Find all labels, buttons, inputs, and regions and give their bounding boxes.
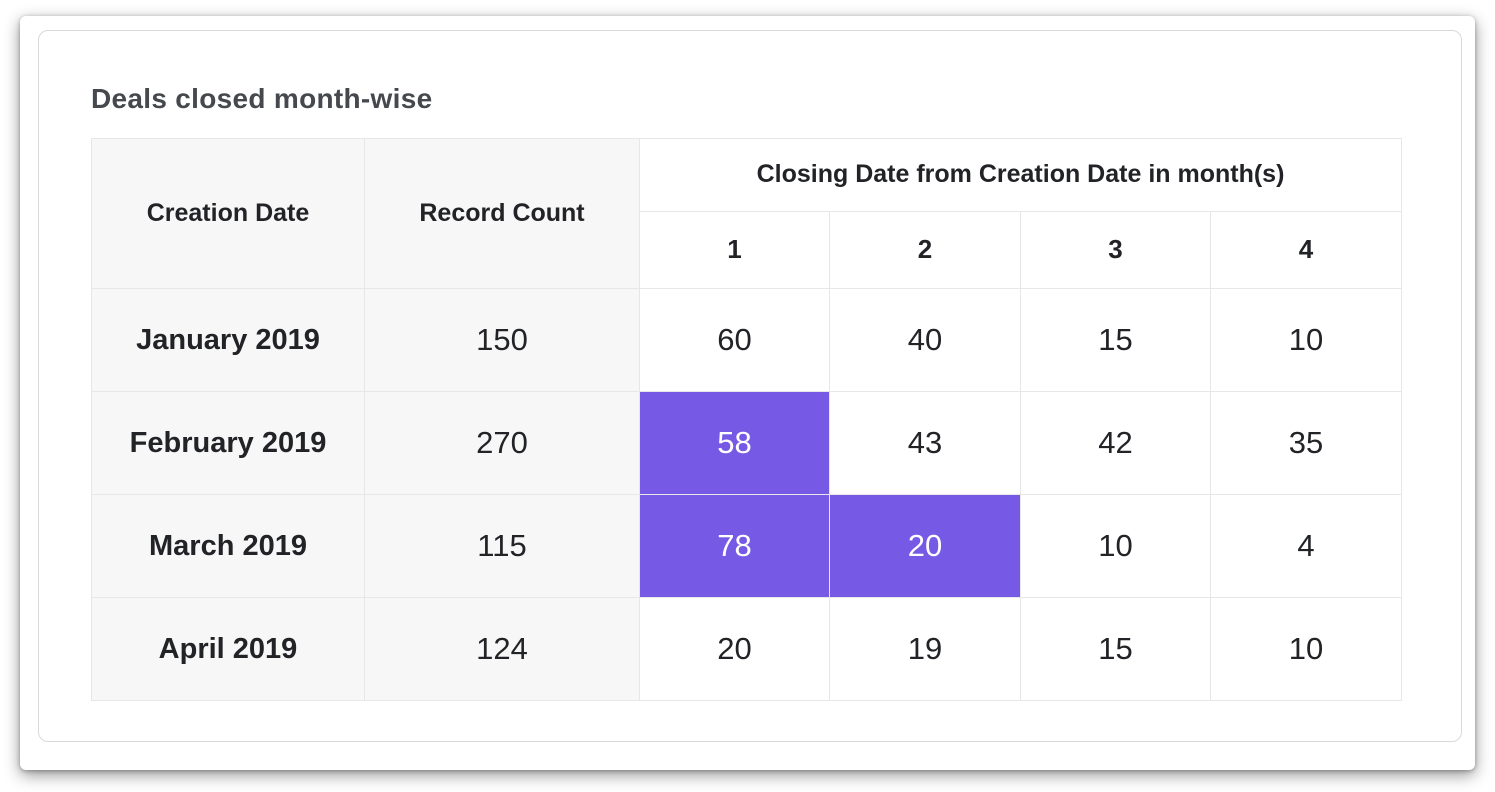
cohort-value-cell[interactable]: 15 xyxy=(1020,288,1211,392)
record-count-cell: 115 xyxy=(364,494,640,598)
row-label: March 2019 xyxy=(91,494,365,598)
row-label: February 2019 xyxy=(91,391,365,495)
table-row: March 2019 115 78 20 10 4 xyxy=(91,494,1402,598)
screenshot-window: Deals closed month-wise Creation Date Re… xyxy=(20,16,1475,770)
cohort-value-cell[interactable]: 15 xyxy=(1020,597,1211,701)
table-row: January 2019 150 60 40 15 10 xyxy=(91,288,1402,392)
cohort-value-cell[interactable]: 42 xyxy=(1020,391,1211,495)
cohort-table-header: Creation Date Record Count Closing Date … xyxy=(91,138,1402,290)
record-count-cell: 270 xyxy=(364,391,640,495)
cohort-value-cell[interactable]: 10 xyxy=(1210,597,1402,701)
cohort-value-cell[interactable]: 60 xyxy=(639,288,830,392)
cohort-value-cell[interactable]: 35 xyxy=(1210,391,1402,495)
cohort-value-cell[interactable]: 10 xyxy=(1210,288,1402,392)
table-row: April 2019 124 20 19 15 10 xyxy=(91,597,1402,701)
widget-title: Deals closed month-wise xyxy=(91,83,433,114)
cohort-value-cell[interactable]: 20 xyxy=(639,597,830,701)
table-row: February 2019 270 58 43 42 35 xyxy=(91,391,1402,495)
header-record-count: Record Count xyxy=(364,138,640,289)
deals-widget-card: Deals closed month-wise Creation Date Re… xyxy=(38,30,1462,742)
row-label: January 2019 xyxy=(91,288,365,392)
cohort-value-cell[interactable]: 40 xyxy=(829,288,1021,392)
cohort-value-cell[interactable]: 10 xyxy=(1020,494,1211,598)
row-label: April 2019 xyxy=(91,597,365,701)
record-count-cell: 124 xyxy=(364,597,640,701)
header-closing-group: Closing Date from Creation Date in month… xyxy=(639,138,1402,212)
cohort-value-cell[interactable]: 19 xyxy=(829,597,1021,701)
cohort-value-cell[interactable]: 43 xyxy=(829,391,1021,495)
header-month-1: 1 xyxy=(639,210,830,290)
record-count-cell: 150 xyxy=(364,288,640,392)
cohort-value-cell[interactable]: 58 xyxy=(639,391,830,495)
header-month-2: 2 xyxy=(829,210,1021,290)
cohort-value-cell[interactable]: 78 xyxy=(639,494,830,598)
header-month-3: 3 xyxy=(1020,210,1211,290)
header-month-4: 4 xyxy=(1210,210,1402,290)
cohort-value-cell[interactable]: 4 xyxy=(1210,494,1402,598)
header-creation-date: Creation Date xyxy=(91,138,365,289)
cohort-table: Creation Date Record Count Closing Date … xyxy=(91,138,1402,701)
cohort-value-cell[interactable]: 20 xyxy=(829,494,1021,598)
